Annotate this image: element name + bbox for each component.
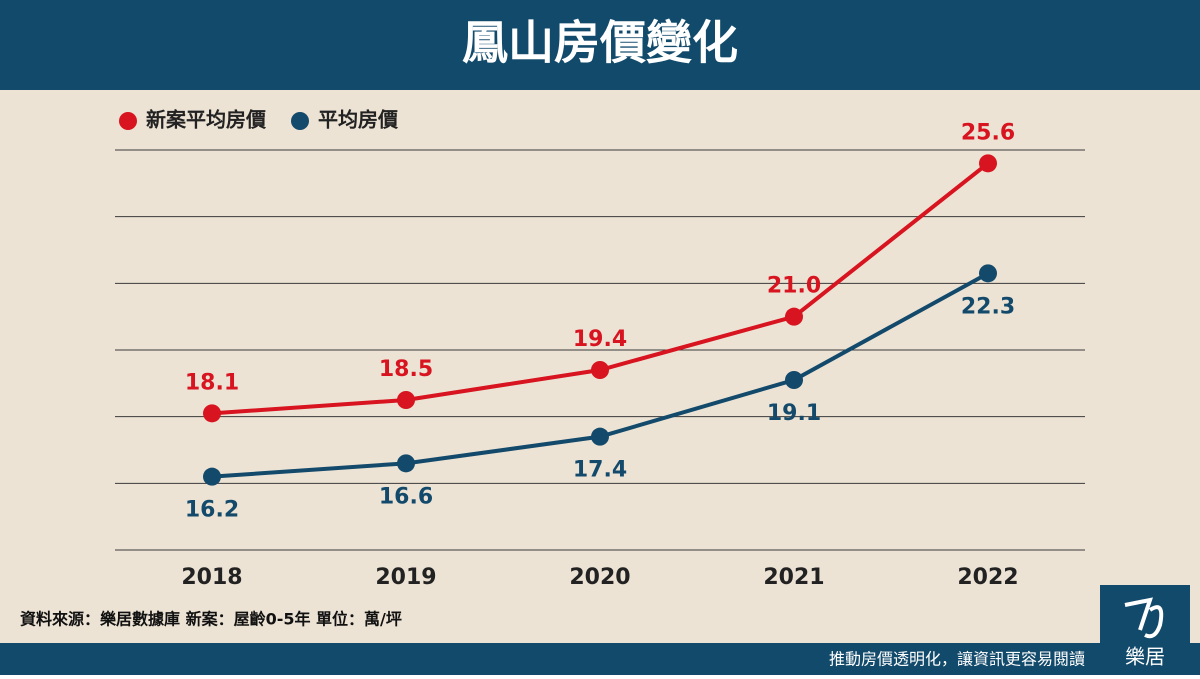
data-point [979, 154, 997, 173]
logo-text: 樂居 [1125, 645, 1165, 669]
source-note: 資料來源：樂居數據庫 新案：屋齡0-5年 單位：萬/坪 [20, 610, 402, 629]
data-point [785, 307, 803, 326]
x-tick-label: 2022 [957, 565, 1018, 590]
data-point [591, 361, 609, 379]
legend-label: 平均房價 [318, 108, 399, 132]
data-label: 25.6 [961, 120, 1015, 145]
logo-icon [1124, 597, 1164, 639]
data-label: 17.4 [573, 458, 627, 483]
data-point [397, 454, 415, 473]
data-point [591, 427, 609, 446]
data-point [979, 264, 997, 283]
data-label: 18.5 [379, 357, 433, 382]
x-tick-label: 2018 [181, 565, 242, 590]
data-point [203, 467, 221, 486]
data-label: 19.4 [573, 327, 627, 352]
legend-label: 新案平均房價 [146, 108, 267, 132]
data-label: 16.2 [185, 498, 239, 523]
x-tick-label: 2020 [569, 565, 630, 590]
data-label: 21.0 [767, 274, 821, 299]
footer-bar [0, 643, 1200, 675]
footer-text: 推動房價透明化，讓資訊更容易閱讀 [829, 650, 1085, 669]
title-bar [0, 0, 1200, 90]
legend-marker [291, 112, 309, 130]
data-label: 18.1 [185, 370, 239, 395]
data-label: 22.3 [961, 294, 1015, 319]
data-label: 19.1 [767, 401, 821, 426]
data-point [203, 404, 221, 423]
data-point [785, 371, 803, 389]
x-tick-label: 2019 [375, 565, 436, 590]
x-tick-label: 2021 [763, 565, 824, 590]
chart-title: 鳳山房價變化 [462, 16, 738, 70]
legend-marker [119, 112, 137, 130]
data-label: 16.6 [379, 484, 433, 509]
data-point [397, 391, 415, 409]
